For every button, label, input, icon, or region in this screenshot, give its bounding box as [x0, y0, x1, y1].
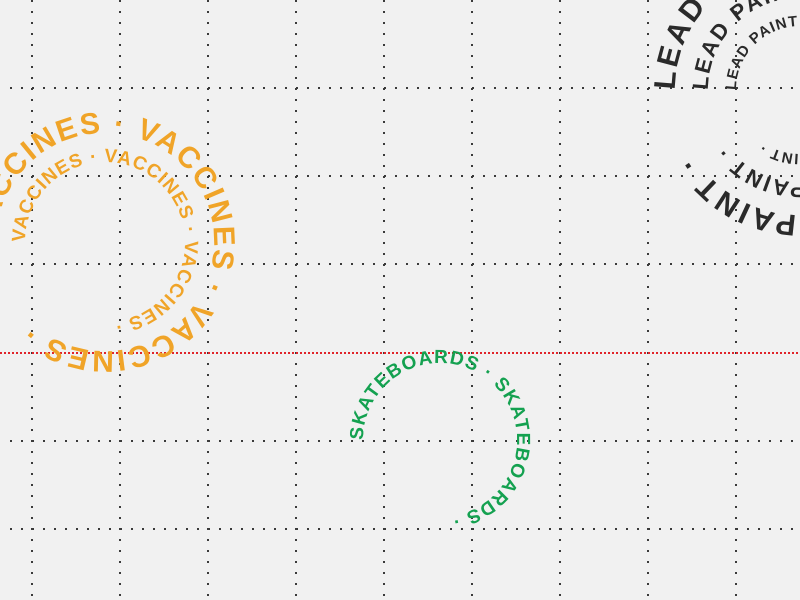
vaccines-inner-ring: VACCINES · VACCINES · VACCINES ·: [9, 146, 201, 338]
vaccines-ring-group: VACCINES · VACCINES · VACCINES · VACCINE…: [0, 107, 238, 378]
lead-paint-inner-ring: LEAD PAINT · LEAD PAINT · LEAD PAINT ·: [723, 13, 800, 167]
lead-paint-ring-group: LEAD PAINT · LEAD PAINT · LEAD PAINT · L…: [649, 0, 800, 241]
dotted-grid: [10, 0, 793, 596]
skateboards-ring-group: SKATEBOARDS · SKATEBOARDS ·: [347, 347, 533, 532]
skateboards-ring: SKATEBOARDS · SKATEBOARDS ·: [347, 347, 533, 532]
